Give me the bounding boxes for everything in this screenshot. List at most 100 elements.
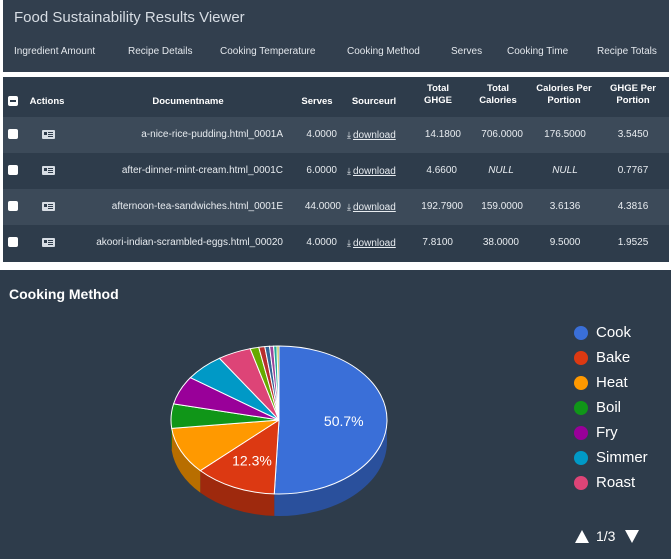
cell-ghge-per-portion: 0.7767	[617, 165, 649, 176]
download-link-label: download	[352, 238, 396, 249]
cell-serves: 4.0000	[306, 237, 337, 248]
table-row[interactable]: a-nice-rice-pudding.html_0001A 4.0000 ⤓ d…	[3, 117, 669, 153]
table-row[interactable]: after-dinner-mint-cream.html_0001C 6.000…	[3, 153, 669, 189]
legend-swatch	[574, 451, 588, 465]
tab-cooking-time[interactable]: Cooking Time	[507, 46, 569, 57]
col-total-ghge[interactable]: Total GHGE	[413, 83, 463, 107]
app-header: Food Sustainability Results Viewer Ingre…	[3, 0, 669, 72]
cell-serves: 6.0000	[306, 165, 337, 176]
col-gpp-line2: Portion	[616, 95, 650, 106]
download-icon: ⤓	[347, 130, 351, 140]
pie-side-heat	[171, 428, 201, 493]
pie-slice-cook[interactable]	[273, 345, 388, 495]
legend-label: Roast	[596, 474, 636, 491]
pie-slices	[170, 345, 388, 495]
legend-label: Simmer	[596, 449, 648, 466]
col-total-calories[interactable]: Total Calories	[473, 83, 523, 107]
col-actions: Actions	[29, 96, 65, 107]
legend-swatch	[574, 401, 588, 415]
col-cpp-line1: Calories Per	[536, 83, 592, 94]
cell-total-calories: NULL	[488, 165, 514, 176]
tab-serves[interactable]: Serves	[451, 46, 483, 57]
col-cpp-line2: Portion	[547, 95, 581, 106]
row-checkbox[interactable]	[8, 201, 18, 211]
cell-calories-per-portion: NULL	[552, 165, 578, 176]
col-documentname[interactable]: Documentname	[152, 96, 224, 107]
legend-page-indicator: 1/3	[596, 528, 616, 544]
col-gpp-line1: GHGE Per	[610, 83, 656, 94]
tab-recipe-details[interactable]: Recipe Details	[128, 46, 193, 57]
tab-ingredient-amount[interactable]: Ingredient Amount	[14, 46, 96, 57]
table-header: Actions Documentname Serves Sourceurl To…	[3, 77, 669, 115]
legend-swatch	[574, 426, 588, 440]
col-serves[interactable]: Serves	[301, 96, 333, 107]
view-details-icon[interactable]	[42, 166, 55, 175]
legend-label: Fry	[596, 424, 618, 441]
col-calories-per-portion[interactable]: Calories Per Portion	[531, 83, 597, 107]
results-table: Actions Documentname Serves Sourceurl To…	[3, 77, 669, 262]
cell-calories-per-portion: 176.5000	[544, 129, 586, 140]
download-icon: ⤓	[347, 166, 351, 176]
download-link[interactable]: ⤓ download	[347, 153, 396, 189]
pie-side-cook	[274, 420, 387, 516]
cell-documentname: after-dinner-mint-cream.html_0001C	[121, 165, 283, 176]
tab-cooking-method[interactable]: Cooking Method	[347, 46, 420, 57]
cell-serves: 4.0000	[306, 129, 337, 140]
view-details-icon[interactable]	[42, 238, 55, 247]
table-row[interactable]: afternoon-tea-sandwiches.html_0001E 44.0…	[3, 189, 669, 225]
cell-ghge-per-portion: 4.3816	[617, 201, 649, 212]
legend-next-page-icon[interactable]	[625, 530, 639, 543]
cell-ghge-per-portion: 3.5450	[617, 129, 649, 140]
cell-calories-per-portion: 3.6136	[549, 201, 581, 212]
download-link-label: download	[352, 166, 396, 177]
legend-label: Cook	[596, 324, 632, 341]
legend-swatch	[574, 476, 588, 490]
cell-total-calories: 706.0000	[481, 129, 523, 140]
pie-slice-other-12[interactable]	[276, 345, 280, 421]
view-details-icon[interactable]	[42, 202, 55, 211]
row-checkbox[interactable]	[8, 237, 18, 247]
tab-cooking-temperature[interactable]: Cooking Temperature	[220, 46, 316, 57]
row-checkbox[interactable]	[8, 165, 18, 175]
pie-data-label-bake: 12.3%	[232, 452, 272, 468]
col-total-ghge-line1: Total	[427, 83, 449, 94]
cell-documentname: akoori-indian-scrambled-eggs.html_00020	[96, 237, 283, 248]
tab-recipe-totals[interactable]: Recipe Totals	[597, 46, 657, 57]
legend-swatch	[574, 351, 588, 365]
legend-prev-page-icon[interactable]	[575, 530, 589, 543]
pie-data-labels: 50.7% 12.3%	[232, 413, 364, 468]
cell-total-ghge: 14.1800	[424, 129, 461, 140]
legend-label: Boil	[596, 399, 622, 416]
cell-total-calories: 38.0000	[482, 237, 519, 248]
download-icon: ⤓	[347, 238, 351, 248]
legend-label: Bake	[596, 349, 631, 366]
app-title: Food Sustainability Results Viewer	[14, 9, 245, 26]
download-link[interactable]: ⤓ download	[347, 189, 396, 225]
legend-label: Heat	[596, 374, 628, 391]
cell-total-ghge: 4.6600	[426, 165, 457, 176]
results-panel: Food Sustainability Results Viewer Ingre…	[0, 0, 671, 264]
cell-serves: 44.0000	[304, 201, 341, 212]
download-icon: ⤓	[347, 202, 351, 212]
view-details-icon[interactable]	[42, 130, 55, 139]
row-checkbox[interactable]	[8, 129, 18, 139]
cell-documentname: afternoon-tea-sandwiches.html_0001E	[111, 201, 283, 212]
cell-documentname: a-nice-rice-pudding.html_0001A	[141, 129, 283, 140]
col-total-calories-line2: Calories	[479, 95, 517, 106]
legend-swatch	[574, 376, 588, 390]
download-link-label: download	[352, 130, 396, 141]
download-link[interactable]: ⤓ download	[347, 225, 396, 261]
table-row[interactable]: akoori-indian-scrambled-eggs.html_00020 …	[3, 225, 669, 261]
cell-total-calories: 159.0000	[481, 201, 523, 212]
col-sourceurl[interactable]: Sourceurl	[351, 96, 397, 107]
col-ghge-per-portion[interactable]: GHGE Per Portion	[603, 83, 663, 107]
legend-swatch	[574, 326, 588, 340]
select-all-checkbox[interactable]	[8, 96, 18, 106]
pie-slice-bake[interactable]	[199, 419, 280, 495]
download-link[interactable]: ⤓ download	[347, 117, 396, 153]
col-total-calories-line1: Total	[487, 83, 509, 94]
cell-calories-per-portion: 9.5000	[549, 237, 581, 248]
cell-total-ghge: 192.7900	[421, 201, 463, 212]
pie-chart[interactable]: 50.7% 12.3%	[0, 270, 560, 559]
pie-data-label-cook: 50.7%	[324, 413, 364, 429]
